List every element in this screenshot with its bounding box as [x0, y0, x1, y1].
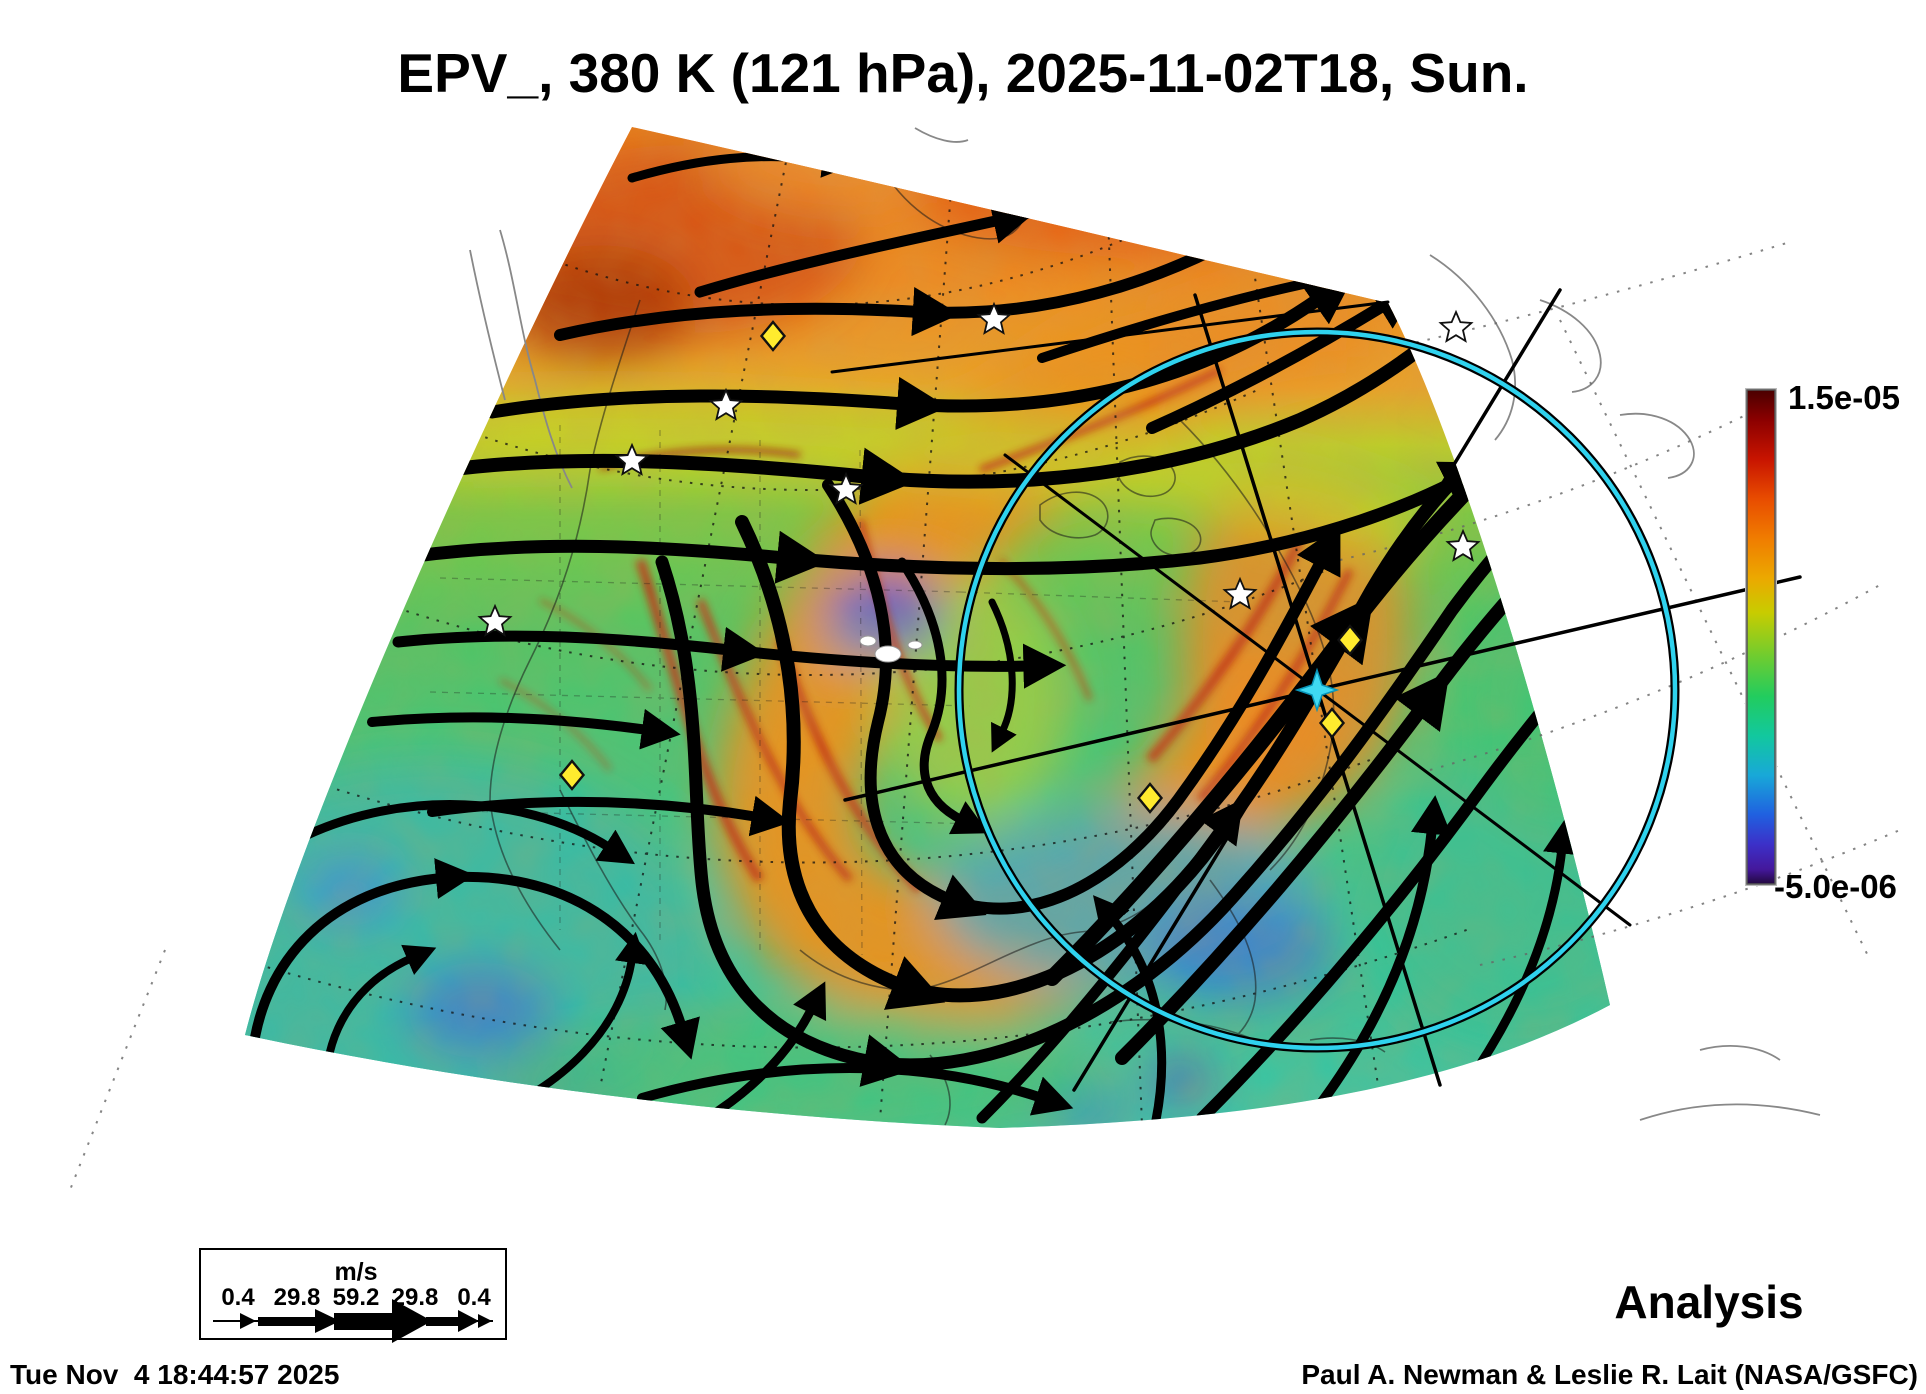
streamlines	[247, 141, 1610, 1128]
colorbar-max-label: 1.5e-05	[1788, 379, 1900, 416]
legend-value-1: 29.8	[274, 1284, 321, 1311]
attribution: Paul A. Newman & Leslie R. Lait (NASA/GS…	[1301, 1359, 1918, 1390]
graticule	[245, 141, 1473, 1127]
legend-value-2: 59.2	[333, 1284, 380, 1311]
page-title: EPV_, 380 K (121 hPa), 2025-11-02T18, Su…	[397, 42, 1528, 104]
observer-circle	[954, 327, 1680, 1053]
legend-unit-label: m/s	[334, 1258, 377, 1286]
wind-speed-legend: m/s 0.4 29.8 59.2 29.8 0.4	[199, 1248, 507, 1343]
center-star-icon	[1294, 667, 1340, 713]
analysis-label: Analysis	[1614, 1276, 1803, 1328]
legend-value-0: 0.4	[221, 1284, 255, 1311]
legend-value-4: 0.4	[457, 1284, 491, 1311]
colorbar	[1745, 388, 1777, 886]
cloud-blobs	[859, 635, 923, 663]
colorbar-min-label: -5.0e-06	[1774, 868, 1897, 905]
generation-timestamp: Tue Nov 4 18:44:57 2025	[10, 1359, 339, 1390]
outside-coastlines	[469, 127, 1821, 1121]
legend-arrow-glyph	[213, 1299, 493, 1343]
outside-graticule	[69, 241, 1901, 1191]
city-star-icon	[1439, 311, 1473, 342]
